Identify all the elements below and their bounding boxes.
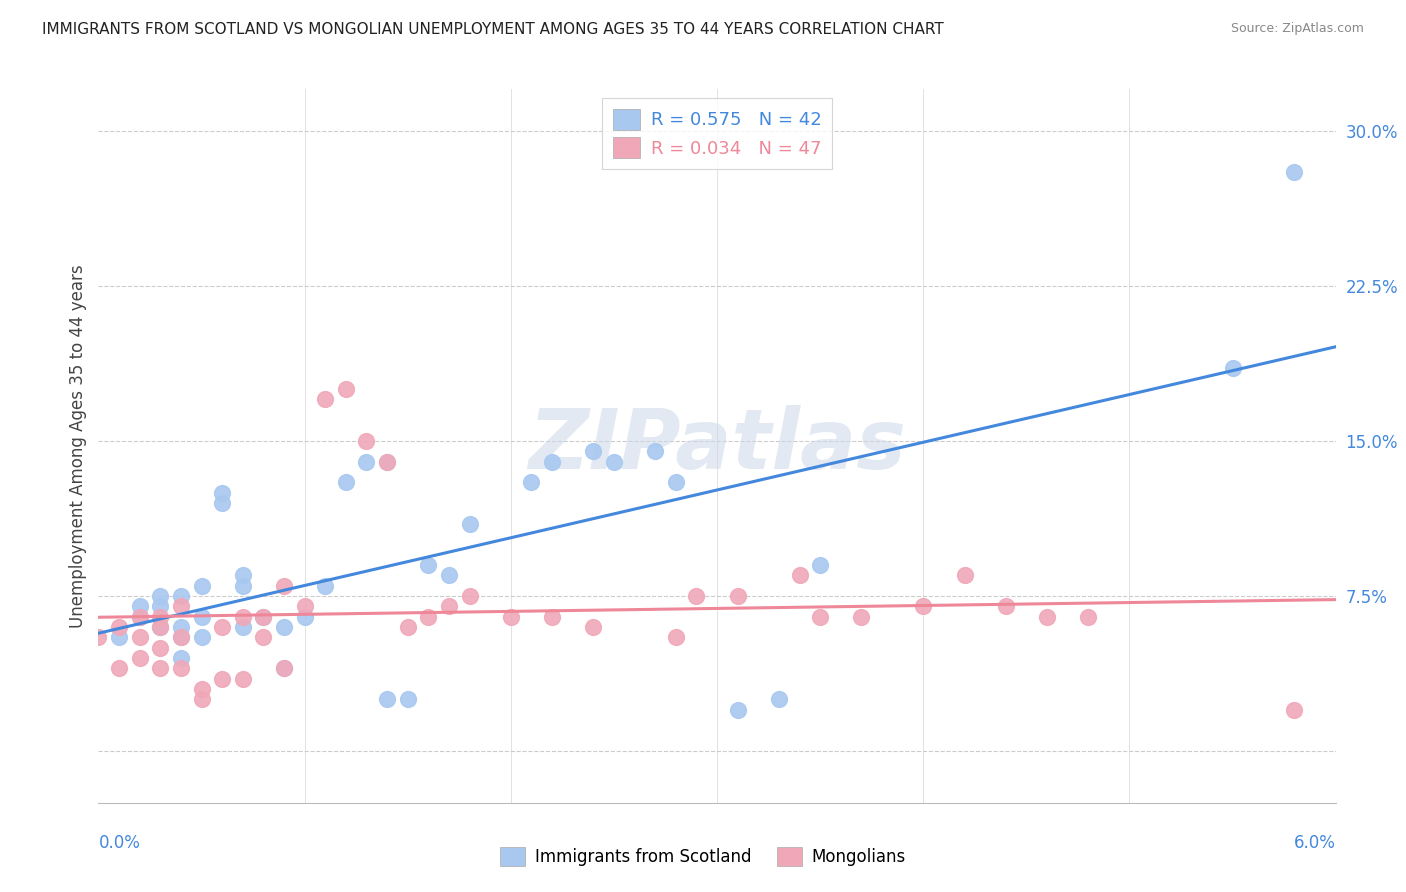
Point bbox=[149, 661, 172, 675]
Point bbox=[170, 620, 193, 634]
Point bbox=[603, 454, 626, 468]
Point bbox=[211, 485, 233, 500]
Point bbox=[685, 589, 707, 603]
Point bbox=[190, 579, 212, 593]
Point bbox=[273, 661, 295, 675]
Point bbox=[170, 661, 193, 675]
Point bbox=[356, 434, 378, 448]
Point bbox=[375, 454, 398, 468]
Point bbox=[727, 703, 749, 717]
Point bbox=[252, 609, 274, 624]
Point bbox=[375, 692, 398, 706]
Text: 6.0%: 6.0% bbox=[1294, 834, 1336, 852]
Point bbox=[108, 630, 131, 644]
Point bbox=[149, 640, 172, 655]
Point bbox=[335, 382, 357, 396]
Point bbox=[273, 661, 295, 675]
Point bbox=[108, 620, 131, 634]
Point bbox=[994, 599, 1017, 614]
Point bbox=[520, 475, 543, 490]
Point bbox=[665, 630, 688, 644]
Point bbox=[314, 579, 336, 593]
Point bbox=[211, 672, 233, 686]
Point bbox=[190, 692, 212, 706]
Point bbox=[170, 630, 193, 644]
Legend: R = 0.575   N = 42, R = 0.034   N = 47: R = 0.575 N = 42, R = 0.034 N = 47 bbox=[602, 98, 832, 169]
Point bbox=[149, 620, 172, 634]
Point bbox=[128, 609, 150, 624]
Point bbox=[396, 692, 419, 706]
Point bbox=[335, 475, 357, 490]
Point bbox=[375, 454, 398, 468]
Point bbox=[789, 568, 811, 582]
Point bbox=[582, 444, 605, 458]
Point bbox=[190, 681, 212, 696]
Point bbox=[437, 599, 460, 614]
Text: 0.0%: 0.0% bbox=[98, 834, 141, 852]
Point bbox=[1284, 703, 1306, 717]
Y-axis label: Unemployment Among Ages 35 to 44 years: Unemployment Among Ages 35 to 44 years bbox=[69, 264, 87, 628]
Point bbox=[211, 496, 233, 510]
Point bbox=[953, 568, 976, 582]
Point bbox=[252, 630, 274, 644]
Point bbox=[190, 609, 212, 624]
Point bbox=[170, 630, 193, 644]
Text: Source: ZipAtlas.com: Source: ZipAtlas.com bbox=[1230, 22, 1364, 36]
Point bbox=[149, 589, 172, 603]
Point bbox=[458, 589, 481, 603]
Point bbox=[1284, 165, 1306, 179]
Point bbox=[356, 454, 378, 468]
Point bbox=[128, 609, 150, 624]
Point bbox=[499, 609, 522, 624]
Point bbox=[541, 609, 564, 624]
Point bbox=[190, 630, 212, 644]
Point bbox=[170, 651, 193, 665]
Legend: Immigrants from Scotland, Mongolians: Immigrants from Scotland, Mongolians bbox=[492, 838, 914, 875]
Point bbox=[170, 599, 193, 614]
Point bbox=[727, 589, 749, 603]
Point bbox=[665, 475, 688, 490]
Point bbox=[232, 620, 254, 634]
Point bbox=[128, 630, 150, 644]
Point bbox=[108, 661, 131, 675]
Point bbox=[644, 444, 666, 458]
Point bbox=[1222, 361, 1244, 376]
Point bbox=[232, 609, 254, 624]
Point bbox=[808, 609, 831, 624]
Point bbox=[232, 579, 254, 593]
Text: IMMIGRANTS FROM SCOTLAND VS MONGOLIAN UNEMPLOYMENT AMONG AGES 35 TO 44 YEARS COR: IMMIGRANTS FROM SCOTLAND VS MONGOLIAN UN… bbox=[42, 22, 943, 37]
Point bbox=[211, 620, 233, 634]
Point bbox=[1077, 609, 1099, 624]
Point bbox=[87, 630, 110, 644]
Point bbox=[314, 392, 336, 407]
Point bbox=[396, 620, 419, 634]
Point bbox=[294, 599, 316, 614]
Point bbox=[808, 558, 831, 572]
Point bbox=[458, 516, 481, 531]
Point bbox=[149, 620, 172, 634]
Point bbox=[912, 599, 935, 614]
Point bbox=[851, 609, 873, 624]
Point bbox=[541, 454, 564, 468]
Point bbox=[273, 579, 295, 593]
Point bbox=[149, 609, 172, 624]
Point bbox=[418, 609, 440, 624]
Point bbox=[582, 620, 605, 634]
Point bbox=[768, 692, 790, 706]
Point bbox=[1036, 609, 1059, 624]
Point bbox=[128, 599, 150, 614]
Text: ZIPatlas: ZIPatlas bbox=[529, 406, 905, 486]
Point bbox=[294, 609, 316, 624]
Point bbox=[149, 599, 172, 614]
Point bbox=[418, 558, 440, 572]
Point bbox=[128, 651, 150, 665]
Point bbox=[437, 568, 460, 582]
Point bbox=[252, 609, 274, 624]
Point bbox=[232, 568, 254, 582]
Point bbox=[232, 672, 254, 686]
Point bbox=[273, 620, 295, 634]
Point bbox=[170, 589, 193, 603]
